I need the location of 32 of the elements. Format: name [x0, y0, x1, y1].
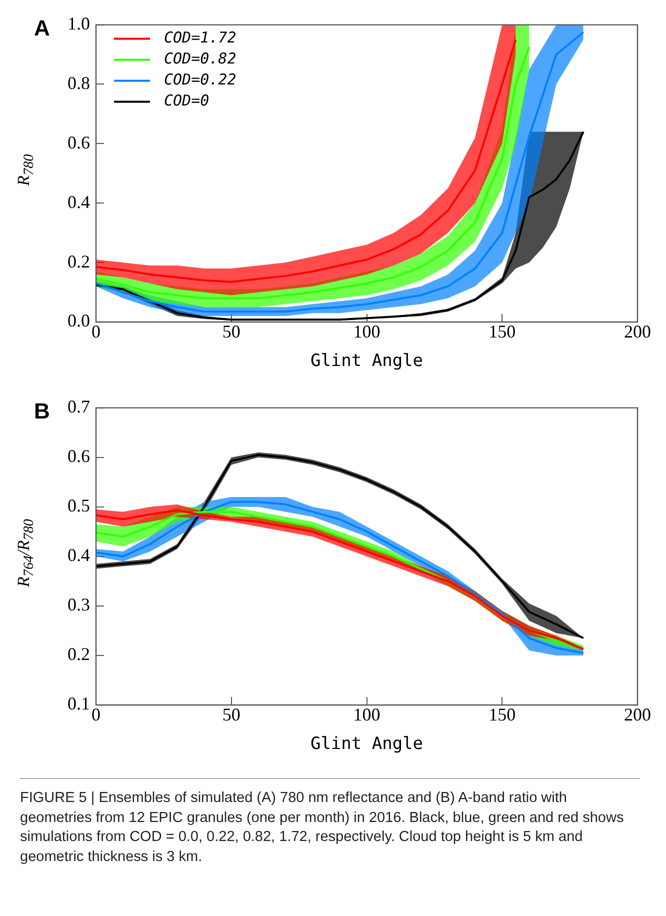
- x-tick-label: 200: [624, 704, 651, 725]
- x-axis-title: Glint Angle: [310, 351, 424, 372]
- y-tick-label: 0.8: [68, 72, 90, 93]
- legend-label: COD=1.72: [164, 28, 236, 47]
- y-tick-label: 1.0: [68, 14, 90, 34]
- x-tick-label: 50: [222, 704, 240, 725]
- x-tick-label: 0: [92, 322, 100, 342]
- y-tick-label: 0.7: [68, 396, 90, 417]
- x-tick-label: 150: [488, 704, 516, 725]
- x-tick-label: 100: [353, 704, 380, 725]
- x-tick-label: 150: [488, 322, 516, 342]
- y-tick-label: 0.4: [68, 192, 90, 212]
- y-tick-label: 0.5: [68, 496, 90, 516]
- legend-label: COD=0.82: [164, 50, 236, 68]
- y-tick-label: 0.4: [68, 545, 90, 566]
- chart-title: B: [34, 398, 50, 424]
- y-tick-label: 0.3: [68, 594, 90, 615]
- y-tick-label: 0.6: [68, 132, 90, 152]
- x-tick-label: 50: [222, 322, 240, 342]
- legend-label: COD=0: [164, 92, 210, 110]
- y-tick-label: 0.2: [68, 644, 90, 664]
- x-tick-label: 200: [624, 322, 651, 342]
- x-tick-label: 0: [92, 704, 100, 725]
- caption: FIGURE 5 | Ensembles of simulated (A) 780 nm reflectance and (B) A-band ratio with geometries from 12 EPIC granules (one per month) in 2016. Black, blue, green and red shows simulations from COD = 0.0, 0.22, 0.82, 1.72, respectively. Cloud top height is 5 km and geometric thickness is 3 km.: [20, 778, 640, 868]
- y-tick-label: 0.2: [68, 251, 90, 272]
- legend-label: COD=0.22: [164, 70, 236, 89]
- chart-title: A: [34, 16, 50, 41]
- y-tick-label: 0.1: [68, 694, 90, 714]
- y-tick-label: 0.0: [68, 310, 90, 331]
- x-tick-label: 100: [353, 322, 380, 342]
- y-tick-label: 0.6: [68, 446, 90, 466]
- x-axis-title: Glint Angle: [310, 734, 424, 754]
